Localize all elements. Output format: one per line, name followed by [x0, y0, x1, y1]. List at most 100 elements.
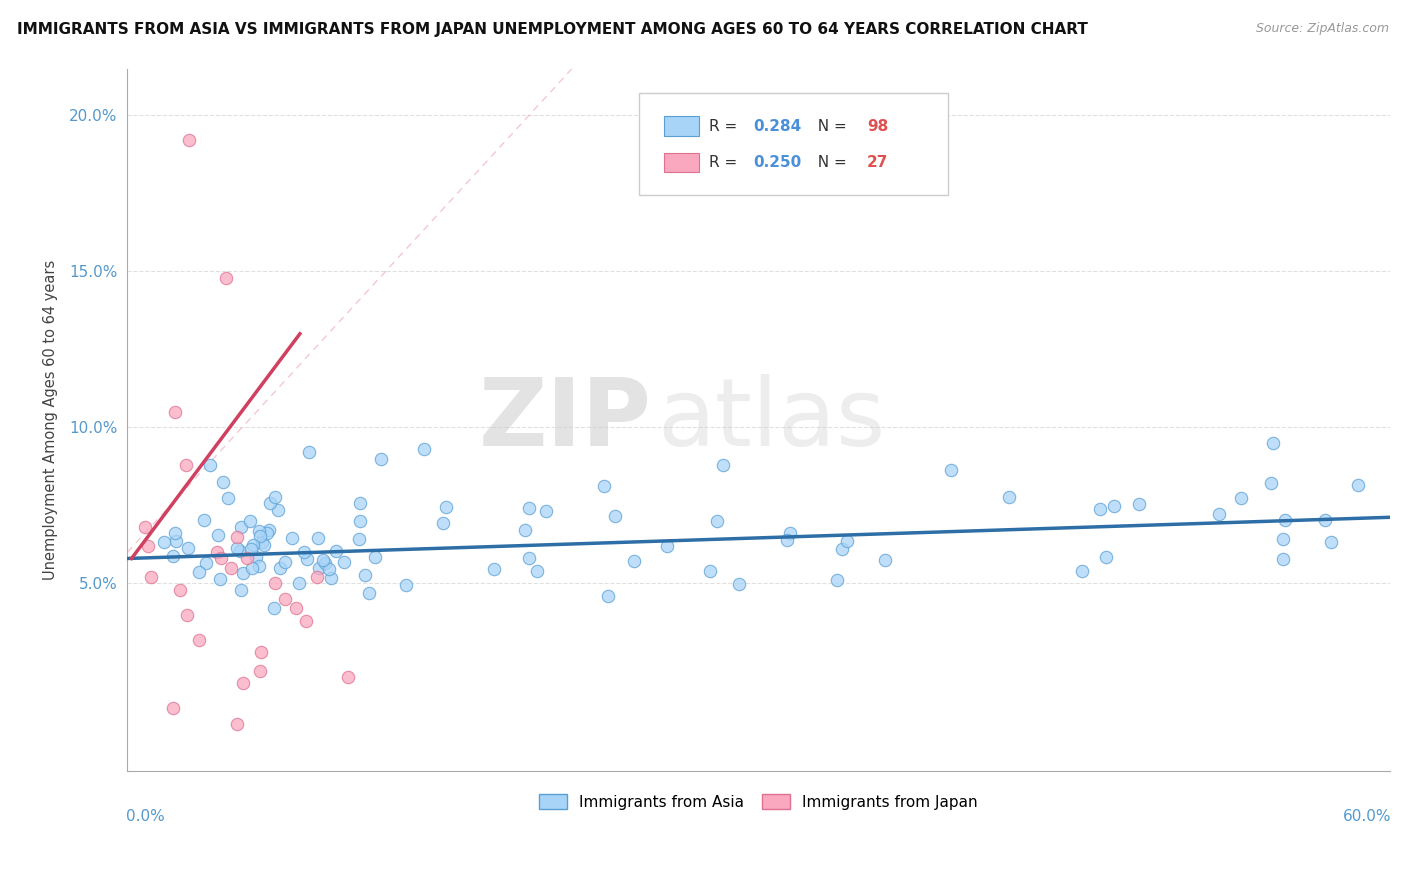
Point: [434, 500, 457, 515]
Point: [517, 501, 540, 516]
Point: [349, 496, 371, 510]
Point: [177, 541, 200, 556]
Point: [231, 583, 253, 598]
Point: [1128, 497, 1150, 511]
Point: [177, 133, 200, 147]
Point: [1230, 491, 1253, 506]
Point: [232, 566, 254, 580]
Point: [225, 541, 247, 555]
Point: [1319, 534, 1341, 549]
Point: [209, 551, 232, 566]
Point: [240, 560, 263, 574]
Point: [711, 458, 734, 472]
Point: [776, 533, 799, 547]
Text: 0.0%: 0.0%: [127, 809, 165, 824]
Text: 0.250: 0.250: [754, 155, 801, 170]
Point: [298, 445, 321, 459]
Bar: [664, 153, 699, 172]
Point: [247, 558, 270, 573]
Point: [482, 562, 505, 576]
Text: R =: R =: [710, 155, 742, 170]
Point: [187, 632, 209, 647]
Text: N =: N =: [808, 155, 852, 170]
Point: [195, 557, 218, 571]
Point: [292, 545, 315, 559]
Point: [1347, 478, 1369, 492]
Point: [267, 503, 290, 517]
Point: [247, 524, 270, 539]
Point: [357, 585, 380, 599]
Point: [314, 556, 336, 570]
Point: [939, 463, 962, 477]
Point: [349, 514, 371, 528]
Point: [875, 553, 897, 567]
Point: [169, 582, 191, 597]
Point: [370, 451, 392, 466]
Point: [534, 504, 557, 518]
Legend: Immigrants from Asia, Immigrants from Japan: Immigrants from Asia, Immigrants from Ja…: [533, 788, 984, 815]
Point: [998, 490, 1021, 504]
Point: [347, 532, 370, 546]
FancyBboxPatch shape: [638, 93, 948, 195]
Point: [263, 576, 285, 591]
Text: ZIP: ZIP: [478, 374, 651, 466]
Point: [205, 545, 228, 559]
Point: [163, 525, 186, 540]
Point: [284, 601, 307, 615]
Point: [217, 491, 239, 505]
Point: [232, 676, 254, 690]
Point: [432, 516, 454, 531]
Point: [728, 577, 751, 591]
Point: [274, 592, 297, 607]
Point: [825, 573, 848, 587]
Y-axis label: Unemployment Among Ages 60 to 64 years: Unemployment Among Ages 60 to 64 years: [44, 260, 58, 580]
Point: [229, 544, 252, 558]
Point: [174, 458, 197, 472]
Point: [311, 553, 333, 567]
Text: Source: ZipAtlas.com: Source: ZipAtlas.com: [1256, 22, 1389, 36]
Point: [249, 664, 271, 678]
Point: [153, 535, 176, 549]
Point: [226, 717, 249, 731]
Point: [263, 490, 285, 504]
Bar: [664, 116, 699, 136]
Point: [706, 514, 728, 528]
Point: [1313, 513, 1336, 527]
Point: [295, 551, 318, 566]
Point: [1208, 507, 1230, 521]
Point: [308, 560, 330, 574]
Point: [831, 541, 853, 556]
Point: [239, 541, 262, 556]
Point: [229, 520, 252, 534]
Point: [1095, 549, 1118, 564]
Point: [219, 561, 242, 575]
Point: [515, 523, 537, 537]
Point: [134, 520, 156, 534]
Point: [1260, 476, 1282, 491]
Point: [165, 533, 187, 548]
Point: [198, 458, 221, 472]
Point: [215, 270, 238, 285]
Point: [835, 533, 858, 548]
Point: [325, 544, 347, 558]
Point: [187, 566, 209, 580]
Point: [779, 526, 801, 541]
Point: [162, 549, 184, 563]
Point: [176, 607, 198, 622]
Point: [1272, 552, 1295, 566]
Point: [1271, 533, 1294, 547]
Point: [337, 670, 360, 684]
Point: [259, 523, 281, 537]
Point: [207, 528, 229, 542]
Point: [242, 538, 264, 552]
Point: [249, 529, 271, 543]
Point: [307, 531, 329, 545]
Point: [250, 645, 273, 659]
Point: [263, 600, 285, 615]
Point: [295, 614, 318, 628]
Point: [1274, 513, 1296, 527]
Text: atlas: atlas: [658, 374, 886, 466]
Point: [517, 551, 540, 566]
Point: [623, 554, 645, 568]
Point: [353, 567, 375, 582]
